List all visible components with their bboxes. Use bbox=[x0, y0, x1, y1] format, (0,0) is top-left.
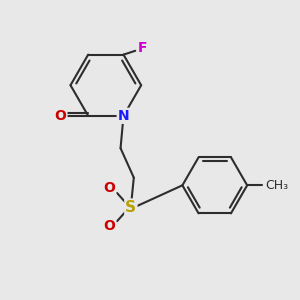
Text: S: S bbox=[125, 200, 136, 214]
Text: O: O bbox=[103, 219, 115, 233]
Text: O: O bbox=[55, 109, 66, 123]
Text: N: N bbox=[118, 109, 129, 123]
Text: O: O bbox=[103, 181, 115, 195]
Text: CH₃: CH₃ bbox=[265, 179, 288, 192]
Text: F: F bbox=[138, 41, 147, 55]
